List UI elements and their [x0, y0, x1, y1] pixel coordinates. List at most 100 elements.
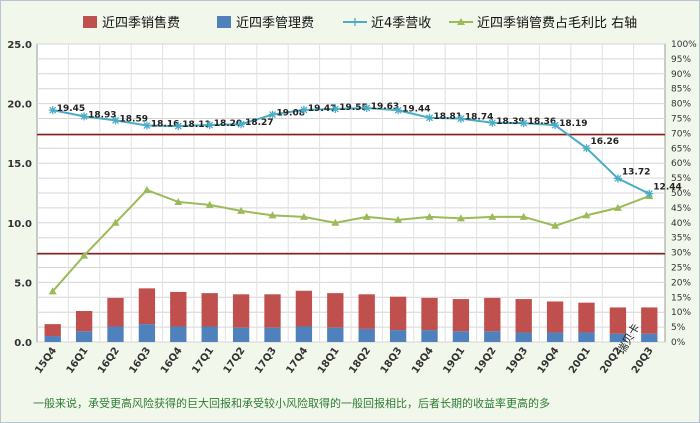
revenue-data-label: 18.11	[182, 120, 210, 130]
revenue-data-label: 19.47	[308, 104, 336, 114]
bar-admin-expense	[515, 332, 532, 342]
y-tick-label: 25.0	[7, 40, 32, 51]
bar-admin-expense	[170, 326, 187, 342]
revenue-data-label: 19.63	[371, 102, 399, 112]
ratio-point	[205, 200, 214, 208]
x-tick-label: 17Q4	[284, 345, 310, 375]
legend-marker	[351, 18, 359, 26]
bar-sales-expense	[546, 301, 564, 333]
ratio-point	[425, 212, 434, 220]
y2-tick-label: 55%	[671, 174, 691, 184]
ratio-point	[613, 203, 622, 211]
x-tick-label: 16Q1	[65, 345, 91, 375]
revenue-data-label: 18.74	[465, 113, 493, 123]
bar-admin-expense	[201, 326, 218, 342]
revenue-point	[331, 104, 340, 113]
revenue-point	[142, 121, 151, 130]
legend-swatch	[83, 16, 97, 28]
bar-sales-expense	[138, 288, 156, 325]
revenue-data-label: 18.36	[528, 117, 556, 127]
revenue-point	[268, 110, 277, 119]
x-tick-label: 15Q4	[33, 345, 59, 375]
x-tick-label: 18Q3	[379, 345, 405, 375]
revenue-point	[174, 122, 183, 131]
bar-admin-expense	[609, 333, 627, 342]
bar-admin-expense	[75, 331, 93, 342]
revenue-point	[551, 121, 560, 130]
bar-admin-expense	[484, 331, 501, 342]
bar-sales-expense	[75, 311, 93, 332]
revenue-data-label: 18.20	[214, 119, 242, 129]
bar-sales-expense	[232, 294, 250, 328]
bar-sales-expense	[170, 291, 187, 327]
x-tick-label: 16Q4	[159, 345, 185, 375]
revenue-data-label: 18.81	[434, 112, 462, 122]
revenue-point	[425, 113, 434, 122]
y2-tick-label: 60%	[671, 159, 691, 169]
x-tick-label: 17Q2	[222, 345, 248, 375]
bar-sales-expense	[578, 302, 595, 333]
y2-tick-label: 15%	[671, 293, 691, 303]
bar-sales-expense	[295, 290, 313, 327]
y-tick-label: 0.0	[14, 338, 32, 349]
x-tick-label: 18Q4	[410, 345, 436, 375]
revenue-point	[48, 106, 57, 115]
bar-admin-expense	[641, 333, 658, 342]
ratio-point	[268, 211, 277, 219]
ratio-point	[362, 212, 371, 220]
bar-sales-expense	[421, 297, 438, 331]
revenue-data-label: 18.27	[245, 118, 273, 128]
revenue-point	[111, 116, 120, 125]
y2-tick-label: 20%	[671, 278, 691, 288]
y2-tick-label: 30%	[671, 249, 691, 259]
revenue-point	[299, 105, 308, 114]
ratio-point	[394, 215, 403, 223]
ratio-point	[331, 218, 340, 226]
bar-admin-expense	[578, 332, 595, 342]
y2-tick-label: 75%	[671, 115, 691, 125]
revenue-data-label: 18.93	[88, 110, 116, 120]
y2-tick-label: 80%	[671, 100, 691, 110]
bar-admin-expense	[138, 324, 156, 342]
y2-tick-label: 90%	[671, 70, 691, 80]
y-tick-label: 20.0	[7, 100, 32, 111]
y2-tick-label: 5%	[671, 323, 686, 333]
bar-admin-expense	[358, 328, 375, 342]
ratio-point	[111, 218, 120, 226]
bar-admin-expense	[452, 331, 470, 342]
revenue-data-label: 19.55	[339, 103, 367, 113]
revenue-point	[456, 114, 465, 123]
ratio-point	[456, 214, 465, 222]
revenue-point	[237, 120, 246, 129]
bar-admin-expense	[232, 327, 250, 342]
y2-tick-label: 45%	[671, 204, 691, 214]
bar-sales-expense	[484, 297, 501, 332]
revenue-data-label: 19.45	[57, 104, 85, 114]
x-tick-label: 17Q1	[190, 345, 216, 375]
y2-tick-label: 35%	[671, 234, 691, 244]
footnote: 一般来说，承受更高风险获得的巨大回报和承受较小风险取得的一般回报相比，后者长期的…	[33, 397, 550, 410]
revenue-point	[645, 189, 654, 198]
legend-label: 近4季营收	[371, 16, 431, 31]
revenue-point	[613, 174, 622, 183]
bar-admin-expense	[421, 330, 438, 342]
x-tick-label: 18Q2	[347, 345, 373, 375]
bar-admin-expense	[546, 332, 564, 342]
x-tick-label: 16Q2	[96, 345, 122, 375]
y-tick-label: 10.0	[7, 219, 32, 230]
ratio-point	[48, 287, 57, 295]
revenue-line	[52, 107, 650, 195]
x-tick-label: 18Q1	[316, 345, 342, 375]
revenue-data-label: 12.44	[653, 183, 681, 193]
bar-sales-expense	[452, 299, 470, 332]
ratio-point	[488, 212, 497, 220]
ratio-line	[51, 188, 650, 292]
revenue-data-label: 18.59	[120, 114, 148, 124]
y2-tick-label: 95%	[671, 55, 691, 65]
y2-tick-label: 100%	[671, 40, 697, 50]
revenue-point	[519, 119, 528, 128]
x-tick-label: 20Q3	[630, 345, 656, 375]
y2-tick-label: 10%	[671, 308, 691, 318]
